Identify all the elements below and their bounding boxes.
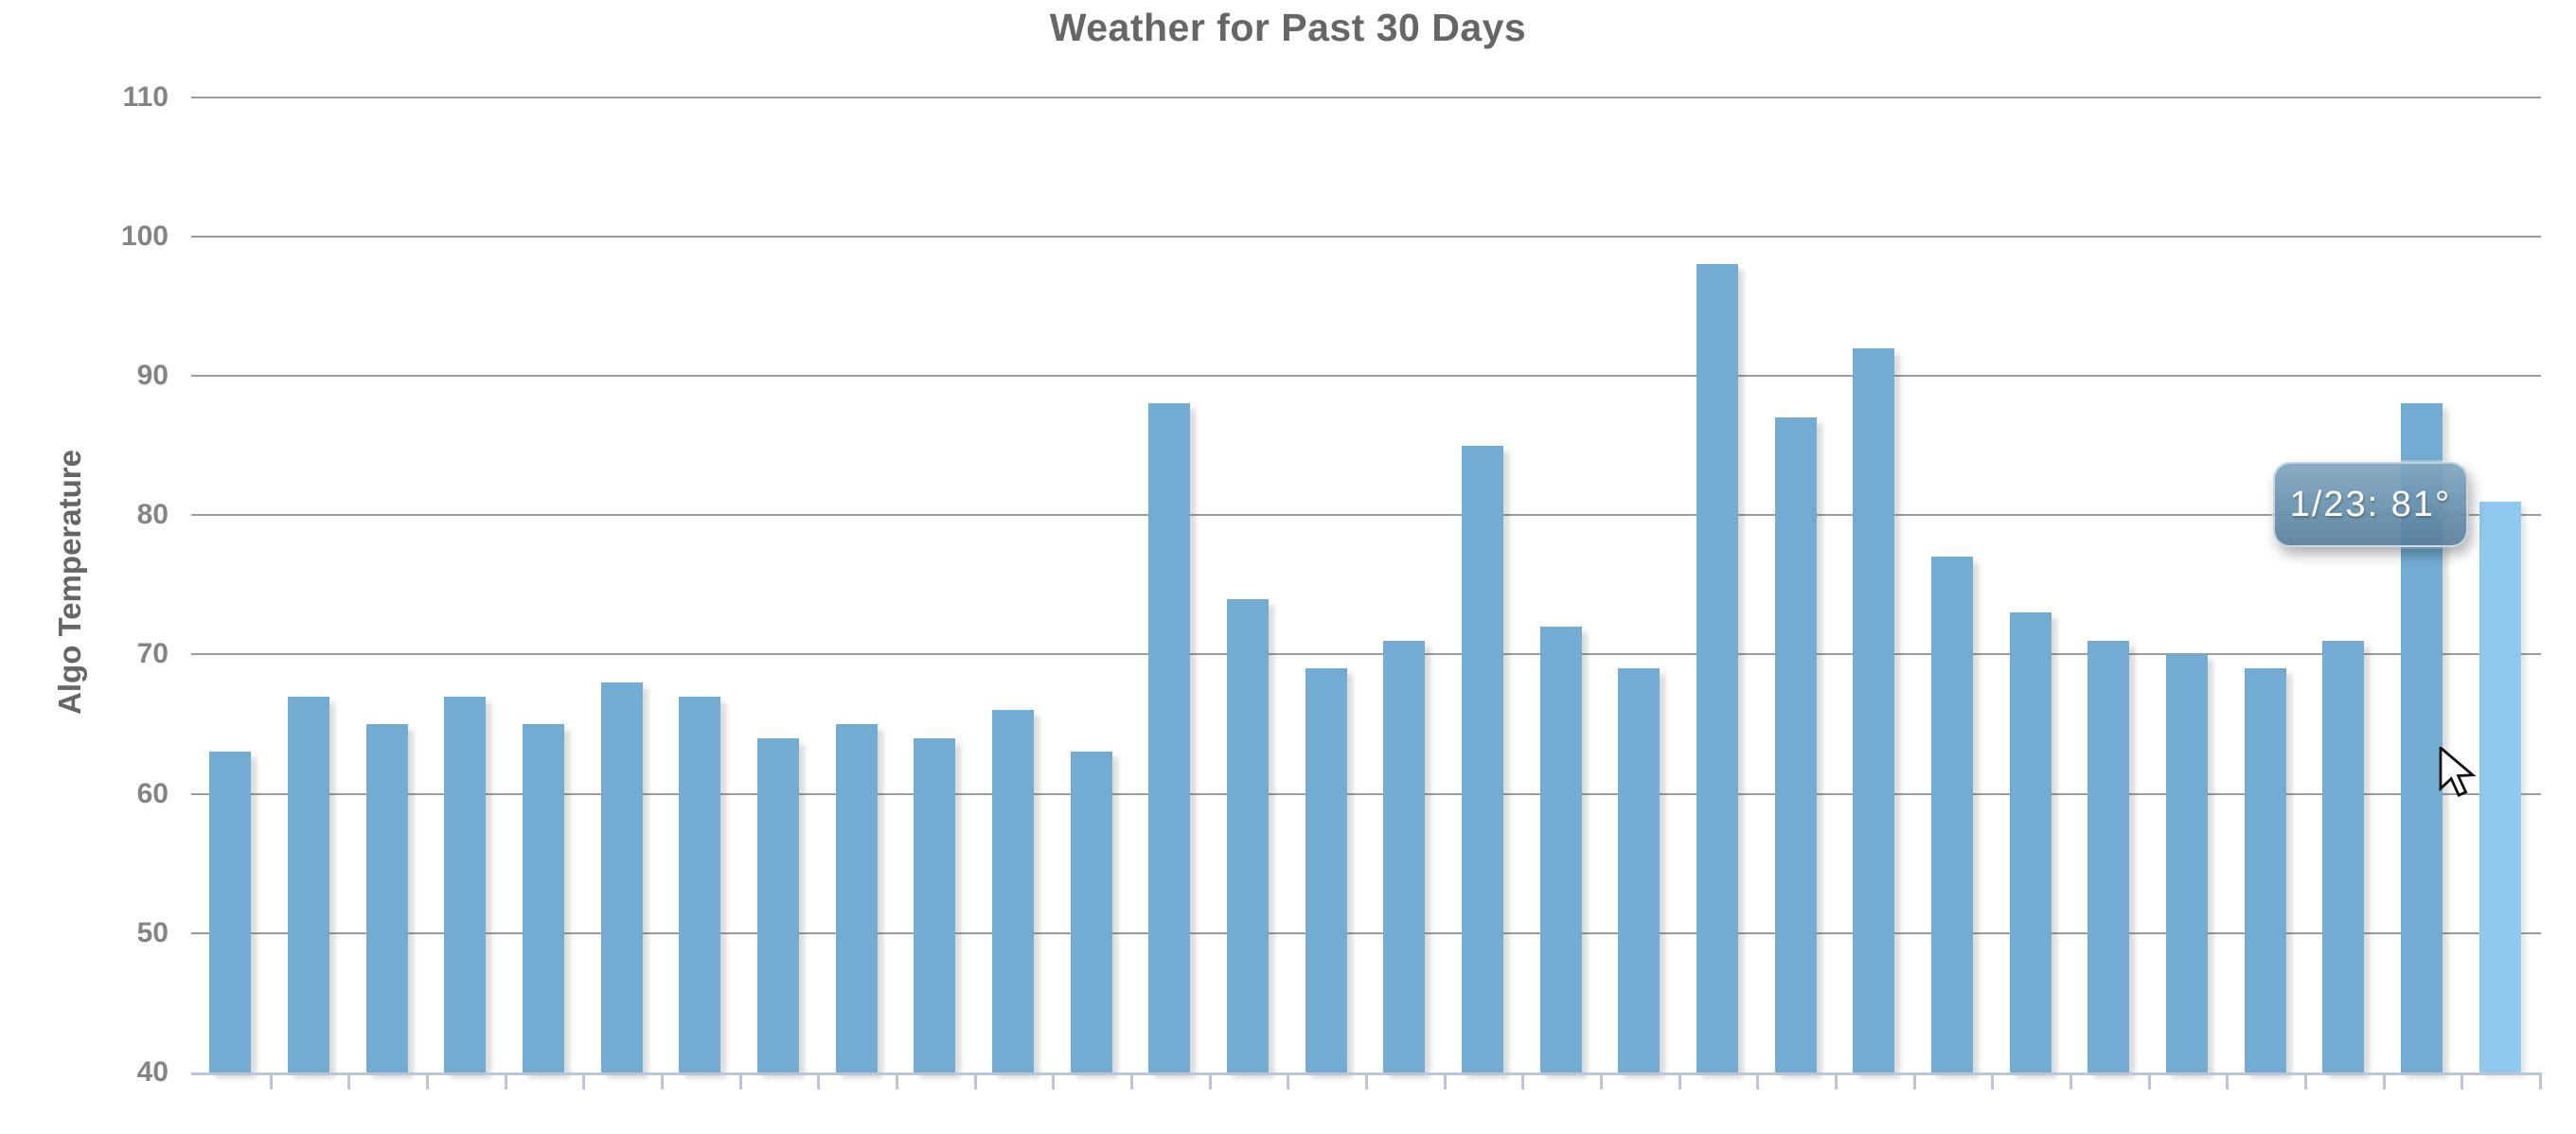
- tooltip-text: 1/23: 81°: [2289, 484, 2452, 524]
- bar[interactable]: [288, 696, 329, 1072]
- bar[interactable]: [2087, 640, 2130, 1072]
- bar[interactable]: [1774, 417, 1817, 1072]
- x-axis-tick: [2147, 1075, 2151, 1090]
- x-axis-tick: [1521, 1075, 1525, 1090]
- gridline-100: [191, 236, 2541, 238]
- x-axis-tick: [1052, 1075, 1056, 1090]
- x-axis-tick: [426, 1075, 429, 1090]
- x-axis-tick: [1991, 1075, 1995, 1090]
- bar[interactable]: [1070, 752, 1112, 1072]
- y-tick-label: 100: [120, 221, 169, 252]
- x-axis-tick: [2226, 1075, 2230, 1090]
- x-axis-tick: [504, 1075, 507, 1090]
- y-tick-label: 70: [136, 638, 169, 669]
- bar[interactable]: [1539, 627, 1582, 1072]
- bar[interactable]: [365, 724, 408, 1072]
- bar[interactable]: [1383, 640, 1426, 1072]
- y-tick-label: 60: [136, 778, 169, 809]
- x-axis-tick: [1130, 1075, 1133, 1090]
- y-tick-label: 40: [136, 1056, 169, 1088]
- bar[interactable]: [1148, 403, 1191, 1072]
- x-axis-tick: [582, 1075, 586, 1090]
- bar[interactable]: [2009, 612, 2052, 1072]
- x-axis-tick: [1287, 1075, 1290, 1090]
- bar[interactable]: [914, 737, 956, 1072]
- gridline-80: [191, 514, 2541, 516]
- x-axis-tick: [1835, 1075, 1838, 1090]
- x-axis-tick: [973, 1075, 977, 1090]
- x-axis-tick: [2461, 1075, 2464, 1090]
- y-tick-label: 90: [136, 360, 169, 391]
- bar[interactable]: [1305, 668, 1347, 1072]
- tooltip: 1/23: 81°: [2273, 462, 2468, 547]
- x-axis-tick: [2382, 1075, 2386, 1090]
- x-axis-tick: [347, 1075, 351, 1090]
- bar[interactable]: [2244, 668, 2286, 1072]
- x-axis-tick: [817, 1075, 821, 1090]
- bar[interactable]: [835, 724, 878, 1072]
- x-axis-tick: [896, 1075, 898, 1090]
- gridline-70: [191, 653, 2541, 655]
- y-tick-label: 80: [136, 499, 169, 530]
- bar[interactable]: [992, 710, 1034, 1072]
- x-axis-tick: [1443, 1075, 1447, 1090]
- x-axis-tick: [1678, 1075, 1681, 1090]
- y-tick-label: 50: [136, 917, 169, 948]
- bar[interactable]: [2322, 640, 2365, 1072]
- bar[interactable]: [757, 737, 799, 1072]
- bar[interactable]: [444, 696, 487, 1072]
- x-axis-tick: [738, 1075, 742, 1090]
- bar[interactable]: [2478, 501, 2521, 1072]
- bar[interactable]: [1462, 445, 1503, 1072]
- bar[interactable]: [679, 696, 721, 1072]
- bar[interactable]: [2166, 654, 2208, 1072]
- bar[interactable]: [523, 724, 564, 1072]
- gridline-90: [191, 375, 2541, 377]
- y-tick-label: 110: [122, 81, 169, 113]
- x-axis-line: [191, 1072, 2542, 1075]
- bar[interactable]: [1618, 668, 1661, 1072]
- gridline-60: [191, 793, 2541, 795]
- gridline-110: [191, 97, 2541, 98]
- x-axis-tick: [2539, 1075, 2542, 1090]
- x-axis-tick: [1208, 1075, 1212, 1090]
- x-axis-tick: [1600, 1075, 1603, 1090]
- chart-title: Weather for Past 30 Days: [1049, 6, 1527, 49]
- bar[interactable]: [1853, 347, 1895, 1072]
- x-axis-tick: [1756, 1075, 1760, 1090]
- bar[interactable]: [600, 682, 643, 1072]
- mouse-cursor-icon: [2439, 744, 2478, 808]
- x-axis-tick: [1912, 1075, 1916, 1090]
- bar[interactable]: [209, 752, 252, 1072]
- x-axis-tick: [2070, 1075, 2072, 1090]
- bar[interactable]: [1227, 598, 1269, 1072]
- x-axis-tick: [1365, 1075, 1368, 1090]
- bar[interactable]: [1697, 264, 1738, 1072]
- x-axis-tick: [269, 1075, 273, 1090]
- bar[interactable]: [1931, 557, 1973, 1072]
- x-axis-tick: [661, 1075, 664, 1090]
- x-axis-tick: [2304, 1075, 2307, 1090]
- gridline-50: [191, 932, 2541, 934]
